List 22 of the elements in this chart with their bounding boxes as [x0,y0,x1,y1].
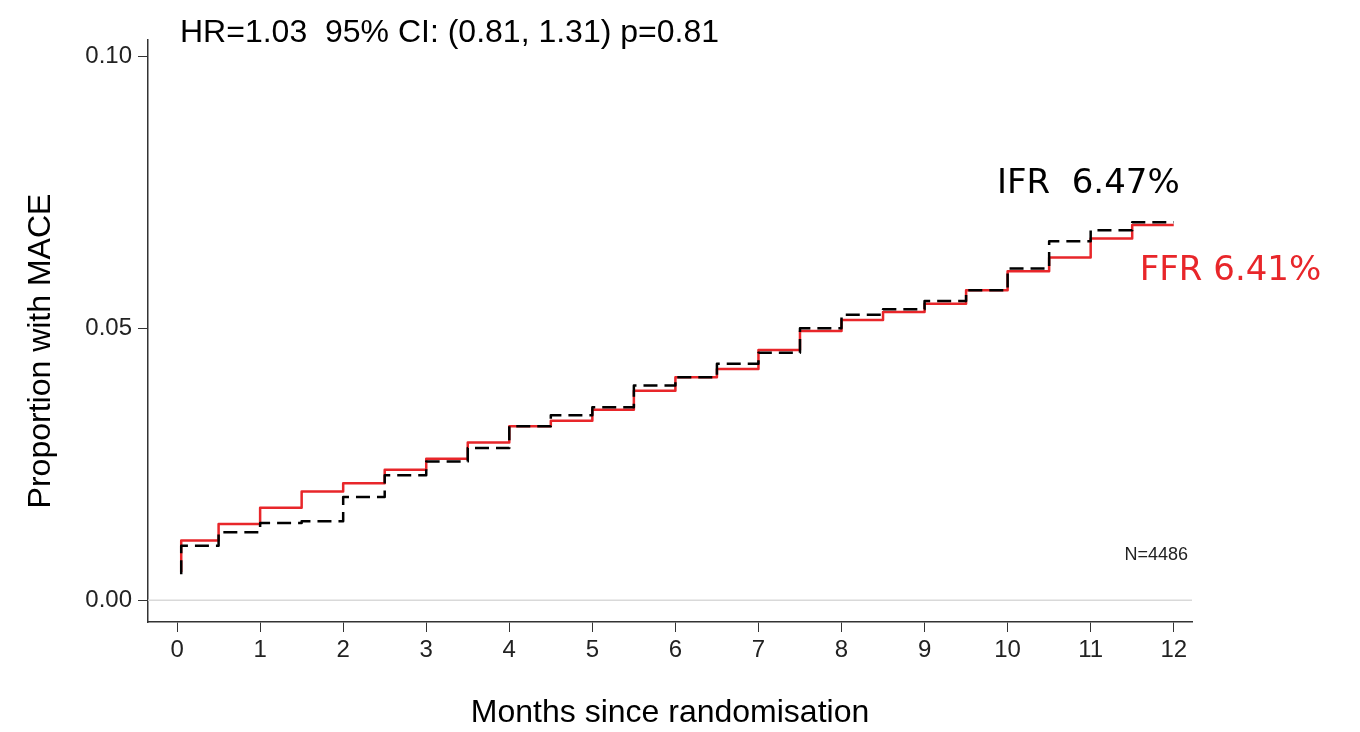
x-tick-label: 9 [917,635,932,663]
x-tick-label: 8 [834,635,849,663]
series-label: IFR 6.47% [996,161,1180,202]
x-tick-label: 4 [502,635,516,663]
series-label: FFR 6.41% [1139,247,1322,288]
y-axis-title: Proportion with MACE [21,193,57,509]
x-tick-label: 2 [336,635,350,663]
chart-title: HR=1.03 95% CI: (0.81, 1.31) p=0.81 [180,13,719,49]
y-tick-label: 0.05 [85,312,132,340]
x-tick-label: 5 [585,635,600,663]
x-tick-label: 12 [1160,635,1188,663]
x-tick-label: 10 [994,635,1021,663]
y-tick-label: 0.00 [85,584,132,612]
y-tick-label: 0.10 [85,40,132,68]
x-tick-label: 7 [751,635,766,663]
x-tick-label: 11 [1078,635,1104,663]
x-tick-label: 0 [170,635,184,663]
x-tick-label: 3 [419,635,433,663]
x-axis-title: Months since randomisation [470,693,870,729]
x-tick-label: 1 [253,635,267,663]
annotation: N=4486 [1124,544,1188,565]
x-tick-label: 6 [668,635,683,663]
